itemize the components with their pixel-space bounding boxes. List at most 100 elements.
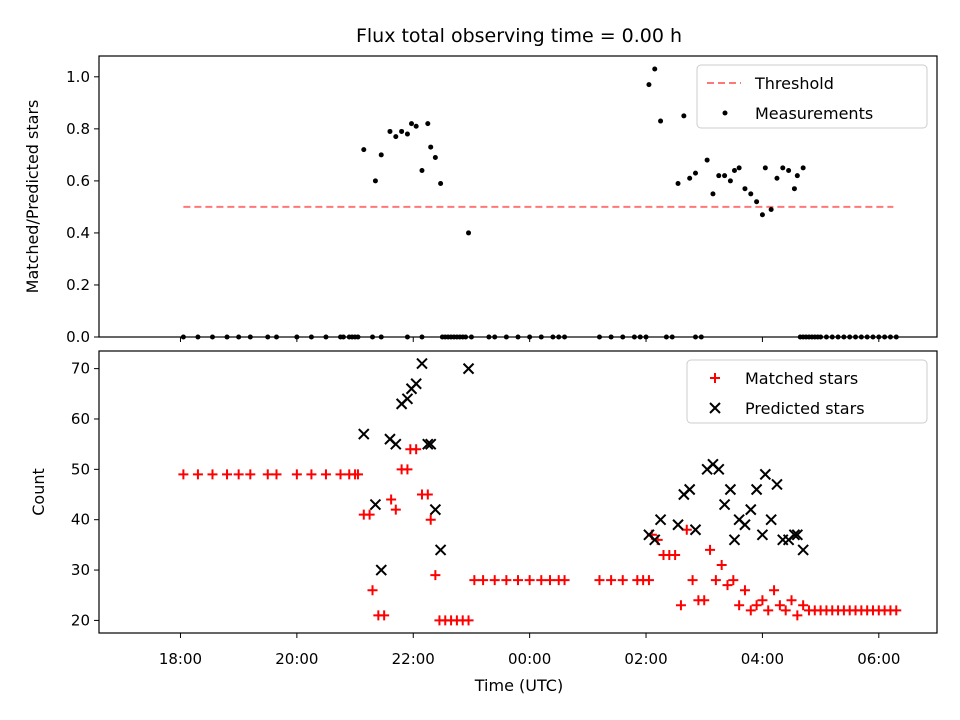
y-tick-label: 1.0 xyxy=(66,68,90,86)
data-point xyxy=(675,600,686,611)
data-point xyxy=(425,121,431,127)
data-point xyxy=(710,191,716,197)
data-point xyxy=(736,165,742,171)
data-point xyxy=(306,469,317,480)
data-point xyxy=(413,123,419,129)
data-point xyxy=(379,610,390,621)
y-tick-label: 0.4 xyxy=(66,224,90,242)
legend-item: Threshold xyxy=(707,74,834,93)
ratio-plot-area xyxy=(180,66,899,340)
data-point xyxy=(792,610,803,621)
x-tick-label: 04:00 xyxy=(741,650,784,668)
y-tick-label: 20 xyxy=(71,611,90,629)
data-point xyxy=(722,173,728,179)
legend-swatch xyxy=(709,402,721,414)
data-point xyxy=(754,199,760,205)
x-tick-label: 00:00 xyxy=(508,650,551,668)
data-point xyxy=(797,544,809,556)
data-point xyxy=(409,121,415,127)
data-point xyxy=(432,154,438,160)
y-tick-label: 50 xyxy=(71,460,90,478)
data-point xyxy=(489,575,500,586)
data-point xyxy=(654,513,667,526)
data-point xyxy=(774,175,780,181)
count-plot-frame xyxy=(98,350,938,634)
data-point xyxy=(222,469,233,480)
data-point xyxy=(652,66,658,72)
legend-label: Matched stars xyxy=(745,369,858,388)
legend-swatch xyxy=(710,373,720,383)
chart-title: Flux total observing time = 0.00 h xyxy=(356,25,682,47)
data-point xyxy=(728,534,741,546)
ratio-y-axis-label: Matched/Predicted stars xyxy=(23,100,42,294)
data-point xyxy=(429,503,442,516)
data-point xyxy=(759,468,772,481)
data-point xyxy=(463,615,474,626)
data-point xyxy=(774,600,785,611)
y-tick-label: 30 xyxy=(71,561,90,579)
data-point xyxy=(705,544,716,555)
data-point xyxy=(358,428,370,440)
x-tick-label: 06:00 xyxy=(857,650,900,668)
legend-item: Measurements xyxy=(722,104,873,123)
data-point xyxy=(271,469,282,480)
data-point xyxy=(699,595,710,606)
data-point xyxy=(606,575,617,586)
data-point xyxy=(262,469,273,480)
data-point xyxy=(419,167,425,173)
data-point xyxy=(798,600,809,611)
data-point xyxy=(757,595,768,606)
data-point xyxy=(513,575,523,586)
data-point xyxy=(687,575,698,586)
data-point xyxy=(739,585,750,596)
series-matched-stars xyxy=(178,444,902,626)
data-point xyxy=(780,165,786,171)
data-point xyxy=(704,157,710,163)
x-axis: 18:00 20:00 22:00 00:00 02:00 04:00 06:00 xyxy=(159,650,901,668)
data-point xyxy=(361,147,367,153)
data-point xyxy=(681,113,687,119)
y-tick-label: 0.6 xyxy=(66,172,90,190)
data-point xyxy=(751,600,762,611)
data-point xyxy=(762,165,768,171)
x-axis-label: Time (UTC) xyxy=(474,676,563,695)
data-point xyxy=(670,549,681,560)
data-point xyxy=(765,513,777,526)
data-point xyxy=(658,118,664,124)
data-point xyxy=(320,469,331,480)
data-point xyxy=(718,498,731,511)
data-point xyxy=(786,595,797,606)
data-point xyxy=(372,178,378,184)
data-point xyxy=(501,575,512,586)
data-point xyxy=(780,605,791,616)
data-point xyxy=(791,529,804,541)
data-point xyxy=(716,560,727,571)
data-point xyxy=(469,575,480,586)
data-point xyxy=(369,498,382,511)
data-point xyxy=(748,191,754,197)
data-point xyxy=(178,469,189,480)
data-point xyxy=(375,564,387,576)
legend-frame xyxy=(686,359,928,424)
data-point xyxy=(786,167,792,173)
data-point xyxy=(689,524,702,536)
data-point xyxy=(207,469,218,480)
ratio-plot-frame xyxy=(98,55,938,338)
data-point xyxy=(794,173,800,179)
data-point xyxy=(422,438,434,450)
data-point xyxy=(771,478,783,491)
data-point xyxy=(643,575,654,586)
data-point xyxy=(742,186,748,192)
data-point xyxy=(434,544,447,556)
ratio-panel: 0.0 0.2 0.4 0.6 0.8 1.0 Matched/Predicted sta… xyxy=(23,55,938,346)
data-point xyxy=(545,575,556,586)
data-point xyxy=(649,534,661,546)
data-point xyxy=(352,469,363,480)
ratio-legend: Threshold Measurements xyxy=(696,64,928,129)
data-point xyxy=(536,575,547,586)
data-point xyxy=(399,128,405,134)
data-point xyxy=(524,575,535,586)
data-point xyxy=(769,585,780,596)
legend-frame xyxy=(696,64,928,129)
y-tick-label: 70 xyxy=(71,360,90,378)
